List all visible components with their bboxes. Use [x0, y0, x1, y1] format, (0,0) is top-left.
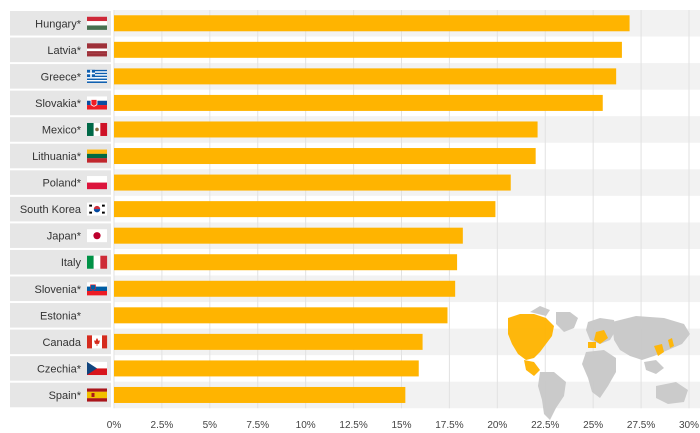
bar — [114, 174, 511, 191]
flag-mexico-icon — [87, 122, 108, 136]
category-label-box — [10, 303, 111, 328]
x-tick-label: 30% — [679, 420, 699, 431]
flag-hungary-icon — [87, 16, 107, 30]
flag-poland-icon — [87, 176, 107, 190]
bar — [114, 41, 622, 58]
category-label: Spain* — [49, 390, 82, 402]
category-labels: Hungary* Latvia* Greece* Slovakia* Mexico* Li… — [20, 18, 82, 402]
bar — [114, 254, 458, 271]
bar — [114, 68, 617, 85]
x-tick-label: 27.5% — [627, 420, 655, 431]
bar — [114, 15, 630, 32]
x-tick-label: 20% — [487, 420, 507, 431]
bar — [114, 360, 419, 377]
category-label: Poland* — [42, 178, 81, 190]
bar — [114, 386, 406, 403]
category-label: Latvia* — [47, 45, 81, 57]
flag-south-korea-icon — [87, 202, 107, 216]
flag-spain-icon — [87, 388, 107, 402]
category-label: Estonia* — [40, 310, 82, 322]
flag-greece-icon — [87, 69, 107, 83]
category-label: South Korea — [20, 204, 82, 216]
flag-czechia-icon — [87, 361, 107, 376]
x-tick-label: 0% — [107, 420, 122, 431]
bar — [114, 280, 456, 297]
flag-italy-icon — [87, 255, 108, 269]
x-tick-label: 10% — [296, 420, 316, 431]
bar — [114, 227, 463, 244]
category-label: Greece* — [41, 71, 82, 83]
bar — [114, 201, 496, 218]
flag-lithuania-icon — [87, 149, 107, 163]
bar — [114, 148, 536, 165]
flag-latvia-icon — [87, 43, 107, 57]
category-label: Mexico* — [42, 124, 82, 136]
world-map-icon — [508, 306, 690, 420]
x-tick-label: 7.5% — [246, 420, 269, 431]
x-tick-label: 5% — [203, 420, 218, 431]
x-tick-label: 15% — [391, 420, 411, 431]
category-label: Slovenia* — [35, 284, 82, 296]
category-label: Japan* — [47, 231, 82, 243]
flags — [87, 16, 108, 402]
bars — [114, 15, 630, 403]
category-label: Italy — [61, 257, 82, 269]
bar — [114, 121, 538, 138]
flag-slovakia-icon — [87, 96, 107, 110]
x-tick-label: 12.5% — [339, 420, 367, 431]
x-tick-label: 25% — [583, 420, 603, 431]
bar — [114, 307, 448, 324]
x-tick-label: 22.5% — [531, 420, 559, 431]
bar — [114, 94, 603, 111]
category-label: Canada — [42, 337, 81, 349]
category-label: Slovakia* — [35, 98, 82, 110]
flag-canada-icon — [87, 335, 108, 349]
bar — [114, 333, 423, 350]
flag-slovenia-icon — [87, 282, 107, 296]
category-label: Lithuania* — [32, 151, 82, 163]
x-tick-label: 2.5% — [151, 420, 174, 431]
category-label: Czechia* — [37, 363, 82, 375]
category-label: Hungary* — [35, 18, 82, 30]
x-axis-tick-labels: 0% 2.5% 5% 7.5% 10% 12.5% 15% 17.5% 20% 22.5% 25% 2… — [107, 420, 699, 431]
flag-japan-icon — [87, 229, 107, 243]
x-tick-label: 17.5% — [435, 420, 463, 431]
